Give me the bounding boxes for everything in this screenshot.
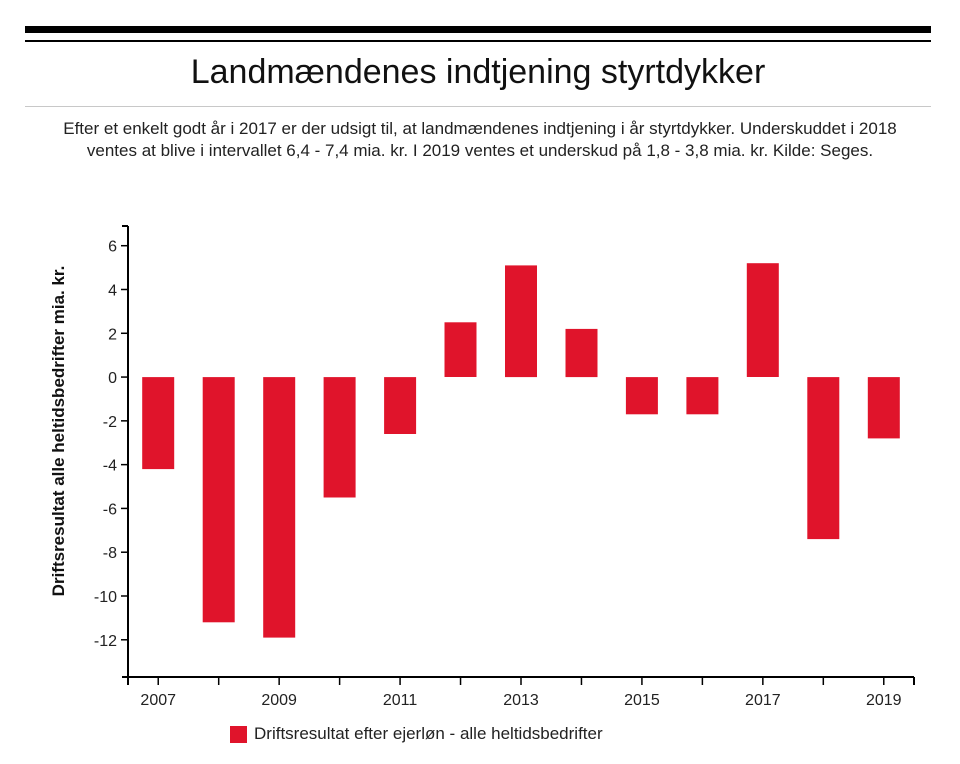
y-tick-label: 2 <box>108 326 117 343</box>
y-tick-label: 0 <box>108 370 117 387</box>
title-divider <box>25 106 931 107</box>
x-tick-label: 2007 <box>140 692 176 709</box>
y-axis-label: Driftsresultat alle heltidsbedrifter mia… <box>49 266 68 597</box>
bar-2008 <box>202 377 235 623</box>
legend: Driftsresultat efter ejerløn - alle helt… <box>230 724 603 744</box>
bar-2009 <box>263 377 296 638</box>
bar-2011 <box>384 377 417 434</box>
bar-2017 <box>746 263 779 377</box>
bar-2007 <box>142 377 175 470</box>
bar-2018 <box>807 377 840 540</box>
bar-2014 <box>565 328 598 378</box>
bars-group <box>142 263 900 638</box>
y-tick-label: -8 <box>103 545 117 562</box>
bar-2012 <box>444 322 477 377</box>
header-rule-thick <box>25 26 931 33</box>
x-tick-label: 2011 <box>383 692 418 709</box>
y-tick-label: -10 <box>94 589 117 606</box>
y-tick-label: -6 <box>103 501 117 518</box>
x-tick-label: 2009 <box>261 692 297 709</box>
x-tick-label: 2013 <box>503 692 539 709</box>
legend-label: Driftsresultat efter ejerløn - alle helt… <box>254 724 603 743</box>
x-tick-label: 2015 <box>624 692 660 709</box>
bar-2019 <box>867 377 900 439</box>
bar-2015 <box>625 377 658 415</box>
bar-2010 <box>323 377 356 498</box>
x-tick-label: 2017 <box>745 692 781 709</box>
x-axis: 2007 2009 2011 2013 2015 2017 2019 <box>127 676 915 709</box>
chart-title: Landmændenes indtjening styrtdykker <box>190 53 766 91</box>
x-tick-label: 2019 <box>866 692 902 709</box>
y-tick-label: -4 <box>103 458 117 475</box>
y-axis: 6 4 2 0 -2 -4 -6 -8 -10 -12 <box>94 225 129 678</box>
y-tick-label: -2 <box>103 414 117 431</box>
bar-2013 <box>505 265 537 378</box>
y-tick-label: 4 <box>108 282 117 299</box>
y-tick-label: -12 <box>94 633 117 650</box>
y-tick-label: 6 <box>108 239 117 256</box>
legend-swatch <box>230 725 247 743</box>
chart-subtitle: Efter et enkelt godt år i 2017 er der ud… <box>63 119 897 160</box>
header-rule-thin <box>25 40 931 42</box>
bar-2016 <box>686 377 719 415</box>
